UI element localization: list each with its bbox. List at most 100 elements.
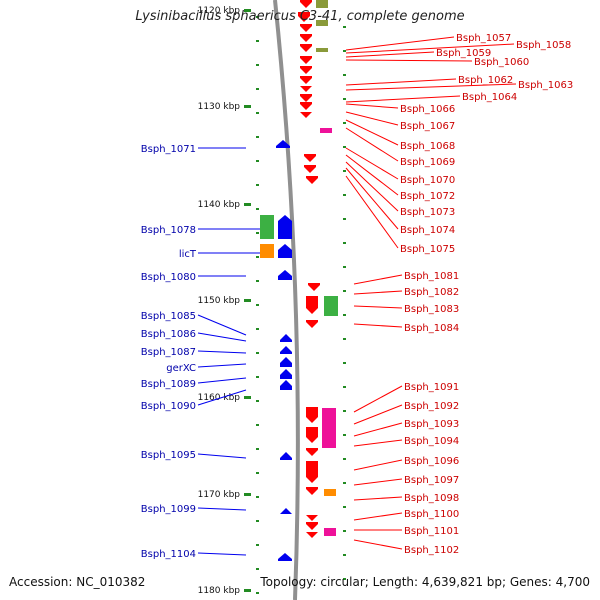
right-gene-label-bsph-1082[interactable]: Bsph_1082 [404, 287, 459, 298]
right-gene-label-bsph-1100[interactable]: Bsph_1100 [404, 509, 459, 520]
left-gene-label-bsph-1095[interactable]: Bsph_1095 [141, 450, 196, 461]
forward-gene-arrow[interactable] [280, 357, 292, 367]
right-gene-label-bsph-1067[interactable]: Bsph_1067 [400, 121, 455, 132]
reverse-gene-arrow[interactable] [306, 320, 318, 328]
forward-gene-arrow[interactable] [278, 270, 292, 280]
forward-gene-arrow[interactable] [280, 508, 292, 514]
reverse-gene-arrow[interactable] [300, 34, 312, 42]
left-gene-label-gerxc[interactable]: gerXC [166, 363, 196, 374]
reverse-gene-arrow[interactable] [300, 56, 312, 64]
right-gene-label-bsph-1074[interactable]: Bsph_1074 [400, 225, 455, 236]
left-gene-label-bsph-1099[interactable]: Bsph_1099 [141, 504, 196, 515]
right-gene-label-bsph-1070[interactable]: Bsph_1070 [400, 175, 455, 186]
left-gene-label-bsph-1085[interactable]: Bsph_1085 [141, 311, 196, 322]
right-gene-label-bsph-1096[interactable]: Bsph_1096 [404, 456, 459, 467]
feature-block[interactable] [260, 215, 274, 239]
right-gene-label-bsph-1066[interactable]: Bsph_1066 [400, 104, 455, 115]
forward-gene-arrow[interactable] [276, 140, 290, 148]
reverse-gene-arrow[interactable] [300, 112, 312, 118]
right-gene-label-bsph-1092[interactable]: Bsph_1092 [404, 401, 459, 412]
forward-gene-arrow[interactable] [278, 553, 292, 561]
left-gene-label-bsph-1104[interactable]: Bsph_1104 [141, 549, 196, 560]
reverse-gene-arrow[interactable] [306, 407, 318, 423]
reverse-gene-arrow[interactable] [300, 86, 312, 92]
label-leader-line [353, 439, 403, 447]
left-gene-label-lict[interactable]: licT [179, 249, 197, 260]
right-gene-label-bsph-1102[interactable]: Bsph_1102 [404, 545, 459, 556]
label-leader-line [353, 539, 403, 550]
feature-block[interactable] [316, 0, 328, 8]
reverse-gene-arrow[interactable] [308, 283, 320, 291]
reverse-gene-arrow[interactable] [298, 12, 310, 22]
feature-block[interactable] [316, 20, 328, 26]
reverse-gene-arrow[interactable] [306, 448, 318, 456]
right-gene-label-bsph-1063[interactable]: Bsph_1063 [518, 80, 573, 91]
right-gene-label-bsph-1101[interactable]: Bsph_1101 [404, 526, 459, 537]
right-gene-label-bsph-1094[interactable]: Bsph_1094 [404, 436, 459, 447]
right-gene-label-bsph-1057[interactable]: Bsph_1057 [456, 33, 511, 44]
reverse-gene-arrow[interactable] [300, 24, 312, 32]
right-gene-label-bsph-1075[interactable]: Bsph_1075 [400, 244, 455, 255]
right-gene-label-bsph-1058[interactable]: Bsph_1058 [516, 40, 571, 51]
left-gene-label-bsph-1078[interactable]: Bsph_1078 [141, 225, 196, 236]
right-gene-label-bsph-1068[interactable]: Bsph_1068 [400, 141, 455, 152]
right-gene-label-bsph-1060[interactable]: Bsph_1060 [474, 57, 529, 68]
reverse-gene-arrow[interactable] [300, 76, 312, 84]
forward-gene-arrow[interactable] [280, 369, 292, 379]
right-gene-label-bsph-1083[interactable]: Bsph_1083 [404, 304, 459, 315]
forward-gene-arrow[interactable] [280, 380, 292, 390]
left-gene-label-bsph-1090[interactable]: Bsph_1090 [141, 401, 196, 412]
reverse-gene-arrow[interactable] [304, 154, 316, 162]
right-gene-label-bsph-1062[interactable]: Bsph_1062 [458, 75, 513, 86]
kbp-tick-label: 1140 kbp [198, 200, 241, 210]
reverse-gene-arrow[interactable] [306, 487, 318, 495]
right-gene-label-bsph-1069[interactable]: Bsph_1069 [400, 157, 455, 168]
feature-block[interactable] [324, 296, 338, 316]
reverse-gene-arrow[interactable] [306, 296, 318, 314]
forward-gene-arrow[interactable] [280, 452, 292, 460]
forward-gene-arrow[interactable] [278, 215, 292, 239]
right-gene-label-bsph-1072[interactable]: Bsph_1072 [400, 191, 455, 202]
forward-gene-arrow[interactable] [280, 346, 292, 354]
axis-dash [256, 448, 259, 450]
left-gene-label-bsph-1080[interactable]: Bsph_1080 [141, 272, 196, 283]
reverse-gene-arrow[interactable] [300, 102, 312, 110]
right-gene-label-bsph-1093[interactable]: Bsph_1093 [404, 419, 459, 430]
reverse-gene-arrow[interactable] [300, 66, 312, 74]
left-gene-label-bsph-1087[interactable]: Bsph_1087 [141, 347, 196, 358]
right-gene-label-bsph-1098[interactable]: Bsph_1098 [404, 493, 459, 504]
feature-block[interactable] [324, 528, 336, 536]
label-leader-line [197, 453, 247, 459]
right-gene-label-bsph-1059[interactable]: Bsph_1059 [436, 48, 491, 59]
right-gene-label-bsph-1064[interactable]: Bsph_1064 [462, 92, 517, 103]
reverse-gene-arrow[interactable] [300, 94, 312, 102]
feature-block[interactable] [324, 489, 336, 496]
forward-gene-arrow[interactable] [278, 244, 292, 258]
reverse-gene-arrow[interactable] [300, 0, 312, 8]
reverse-gene-arrow[interactable] [306, 427, 318, 443]
right-gene-label-bsph-1081[interactable]: Bsph_1081 [404, 271, 459, 282]
feature-block[interactable] [260, 244, 274, 258]
feature-block[interactable] [322, 408, 336, 448]
feature-block[interactable] [320, 128, 332, 133]
reverse-gene-arrow[interactable] [306, 461, 318, 483]
reverse-gene-arrow[interactable] [300, 44, 312, 52]
reverse-gene-arrow[interactable] [304, 165, 316, 173]
label-leader-line [345, 83, 517, 91]
right-gene-label-bsph-1073[interactable]: Bsph_1073 [400, 207, 455, 218]
right-gene-label-bsph-1097[interactable]: Bsph_1097 [404, 475, 459, 486]
feature-block[interactable] [316, 48, 328, 52]
left-gene-label-bsph-1086[interactable]: Bsph_1086 [141, 329, 196, 340]
reverse-gene-arrow[interactable] [306, 532, 318, 538]
forward-gene-arrow[interactable] [280, 334, 292, 342]
axis-dash [256, 424, 259, 426]
reverse-gene-arrow[interactable] [306, 176, 318, 184]
reverse-gene-arrow[interactable] [306, 522, 318, 530]
reverse-gene-arrow[interactable] [306, 515, 318, 521]
kbp-tick-mark [244, 9, 251, 12]
right-gene-label-bsph-1084[interactable]: Bsph_1084 [404, 323, 459, 334]
left-gene-label-bsph-1089[interactable]: Bsph_1089 [141, 379, 196, 390]
right-gene-label-bsph-1091[interactable]: Bsph_1091 [404, 382, 459, 393]
left-gene-label-bsph-1071[interactable]: Bsph_1071 [141, 144, 196, 155]
